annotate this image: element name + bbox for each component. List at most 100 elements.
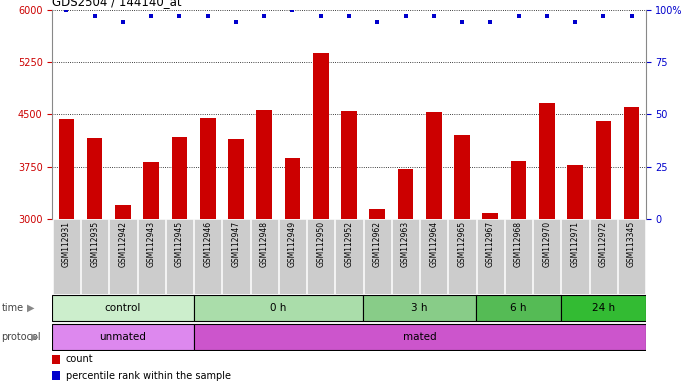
Point <box>230 19 242 25</box>
Bar <box>420 219 447 294</box>
Bar <box>426 112 442 219</box>
Text: GSM112935: GSM112935 <box>90 221 99 267</box>
Bar <box>52 324 193 350</box>
Point <box>570 19 581 25</box>
Text: GSM112964: GSM112964 <box>429 221 438 267</box>
Bar <box>172 137 187 219</box>
Bar <box>533 219 560 294</box>
Bar <box>193 324 646 350</box>
Bar <box>138 219 165 294</box>
Point <box>117 19 128 25</box>
Text: 0 h: 0 h <box>270 303 287 313</box>
Bar <box>336 219 362 294</box>
Bar <box>53 219 80 294</box>
Bar <box>448 219 475 294</box>
Bar <box>223 219 250 294</box>
Text: time: time <box>1 303 24 313</box>
Point <box>626 13 637 19</box>
Text: GSM113345: GSM113345 <box>627 221 636 267</box>
Text: GSM112968: GSM112968 <box>514 221 523 267</box>
Text: GSM112952: GSM112952 <box>345 221 353 267</box>
Bar <box>285 158 300 219</box>
Bar <box>52 295 193 321</box>
Text: protocol: protocol <box>1 332 41 342</box>
Text: GSM112931: GSM112931 <box>62 221 71 267</box>
Bar <box>87 138 103 219</box>
Text: GSM112972: GSM112972 <box>599 221 608 267</box>
Text: GSM112950: GSM112950 <box>316 221 325 267</box>
Text: GSM112946: GSM112946 <box>203 221 212 267</box>
Bar <box>567 165 583 219</box>
Bar <box>256 110 272 219</box>
Text: unmated: unmated <box>100 332 147 342</box>
Bar <box>477 219 504 294</box>
Text: GSM112948: GSM112948 <box>260 221 269 267</box>
Text: GSM112967: GSM112967 <box>486 221 495 267</box>
Bar <box>341 111 357 219</box>
Point <box>315 13 327 19</box>
Text: GSM112970: GSM112970 <box>542 221 551 267</box>
Text: GSM112945: GSM112945 <box>175 221 184 267</box>
Text: GSM112971: GSM112971 <box>570 221 579 267</box>
Text: GSM112962: GSM112962 <box>373 221 382 267</box>
Bar <box>363 295 476 321</box>
Point <box>371 19 383 25</box>
Bar <box>251 219 278 294</box>
Point <box>61 7 72 13</box>
Point <box>428 13 439 19</box>
Point <box>513 13 524 19</box>
Point <box>259 13 270 19</box>
Text: mated: mated <box>403 332 436 342</box>
Text: GSM112947: GSM112947 <box>232 221 241 267</box>
Bar <box>364 219 391 294</box>
Point <box>146 13 157 19</box>
Text: GDS2504 / 144140_at: GDS2504 / 144140_at <box>52 0 182 8</box>
Text: 24 h: 24 h <box>592 303 615 313</box>
Text: control: control <box>105 303 141 313</box>
Bar <box>595 121 611 219</box>
Text: 3 h: 3 h <box>411 303 428 313</box>
Bar <box>505 219 532 294</box>
Bar <box>482 213 498 219</box>
Bar <box>618 219 645 294</box>
Text: GSM112965: GSM112965 <box>457 221 466 267</box>
Text: ▶: ▶ <box>31 332 38 342</box>
Bar <box>476 295 561 321</box>
Text: GSM112949: GSM112949 <box>288 221 297 267</box>
Bar <box>539 103 554 219</box>
Bar <box>59 119 74 219</box>
Point <box>89 13 101 19</box>
Bar <box>193 295 363 321</box>
Text: GSM112942: GSM112942 <box>119 221 128 267</box>
Bar <box>398 169 413 219</box>
Bar <box>200 118 216 219</box>
Bar <box>561 295 646 321</box>
Text: GSM112963: GSM112963 <box>401 221 410 267</box>
Bar <box>369 209 385 219</box>
Bar <box>110 219 137 294</box>
Bar <box>52 371 60 380</box>
Bar <box>166 219 193 294</box>
Text: GSM112943: GSM112943 <box>147 221 156 267</box>
Bar <box>81 219 108 294</box>
Point <box>343 13 355 19</box>
Bar <box>624 107 639 219</box>
Text: 6 h: 6 h <box>510 303 527 313</box>
Bar <box>307 219 334 294</box>
Bar <box>590 219 617 294</box>
Point <box>287 7 298 13</box>
Bar <box>52 355 60 364</box>
Point <box>456 19 468 25</box>
Point <box>202 13 214 19</box>
Bar <box>454 135 470 219</box>
Bar <box>561 219 588 294</box>
Bar <box>115 205 131 219</box>
Text: ▶: ▶ <box>27 303 34 313</box>
Bar <box>144 162 159 219</box>
Bar <box>228 139 244 219</box>
Text: percentile rank within the sample: percentile rank within the sample <box>66 371 231 381</box>
Text: count: count <box>66 354 94 364</box>
Point <box>597 13 609 19</box>
Point <box>541 13 552 19</box>
Point <box>174 13 185 19</box>
